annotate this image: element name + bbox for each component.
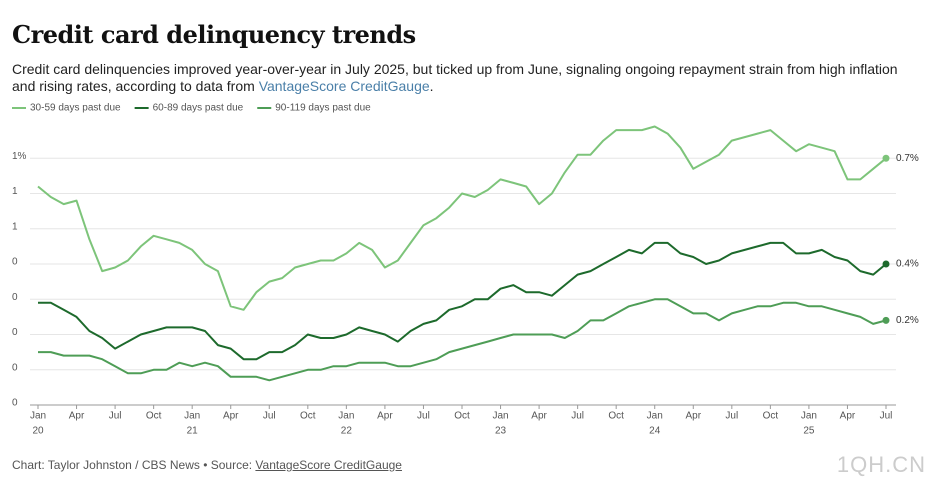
x-tick-label: 20 xyxy=(32,426,44,437)
x-tick-label: 22 xyxy=(341,426,353,437)
y-tick-label: 0 xyxy=(12,327,18,338)
footer-block: Chart: Taylor Johnston / CBS News • Sour… xyxy=(12,458,402,472)
x-tick-label: 23 xyxy=(495,426,507,437)
x-tick-label: Apr xyxy=(223,411,239,422)
value-label: 0.7% xyxy=(896,153,919,164)
x-tick-label: Oct xyxy=(146,411,162,422)
x-tick-label: Jan xyxy=(801,411,817,422)
y-tick-label: 0 xyxy=(12,362,18,373)
subtitle: Credit card delinquencies improved year-… xyxy=(12,61,898,94)
x-tick-label: Jul xyxy=(725,411,738,422)
x-tick-label: Jan xyxy=(184,411,200,422)
chart-title: Credit card delinquency trends xyxy=(12,20,416,49)
end-dot xyxy=(882,260,890,268)
watermark: 1QH.CN xyxy=(836,452,926,477)
series-line xyxy=(38,241,887,361)
x-tick-label: Oct xyxy=(763,411,779,422)
subtitle-link[interactable]: VantageScore CreditGauge xyxy=(258,78,430,94)
legend-label: 30-59 days past due xyxy=(30,103,121,114)
end-dot xyxy=(882,316,890,324)
x-tick-label: Jan xyxy=(492,411,508,422)
x-tick-label: Jul xyxy=(263,411,276,422)
x-tick-label: Jul xyxy=(417,411,430,422)
y-tick-label: 1 xyxy=(12,221,18,232)
x-tick-label: 24 xyxy=(649,426,661,437)
end-dot xyxy=(882,154,890,162)
subtitle-block: Credit card delinquencies improved year-… xyxy=(12,61,922,95)
x-tick-label: Jan xyxy=(30,411,46,422)
subtitle-end: . xyxy=(429,78,434,94)
legend-label: 90-119 days past due xyxy=(275,103,371,114)
series-line xyxy=(38,298,887,382)
legend-label: 60-89 days past due xyxy=(153,103,244,114)
x-tick-label: 21 xyxy=(187,426,199,437)
x-tick-label: Oct xyxy=(608,411,624,422)
x-tick-label: Jan xyxy=(647,411,663,422)
y-tick-label: 0 xyxy=(12,257,18,268)
x-tick-label: Apr xyxy=(685,411,701,422)
x-tick-label: Apr xyxy=(377,411,393,422)
y-tick-label: 1 xyxy=(12,186,18,197)
series-line xyxy=(37,125,887,311)
x-tick-label: Jul xyxy=(571,411,584,422)
x-tick-label: Jul xyxy=(880,411,893,422)
value-label: 0.4% xyxy=(896,259,919,270)
x-tick-label: 25 xyxy=(803,426,815,437)
y-tick-label: 0 xyxy=(12,398,18,409)
x-tick-label: Oct xyxy=(300,411,316,422)
footer: Chart: Taylor Johnston / CBS News • Sour… xyxy=(12,458,256,472)
y-tick-label: 1% xyxy=(12,151,27,162)
x-tick-label: Jan xyxy=(338,411,354,422)
footer-link[interactable]: VantageScore CreditGauge xyxy=(255,458,402,472)
value-label: 0.2% xyxy=(896,315,919,326)
x-tick-label: Apr xyxy=(840,411,856,422)
x-tick-label: Jul xyxy=(109,411,122,422)
chart: 30-59 days past due 60-89 days past due 90… xyxy=(12,103,919,437)
x-tick-label: Apr xyxy=(69,411,85,422)
x-tick-label: Apr xyxy=(531,411,547,422)
y-tick-label: 0 xyxy=(12,292,18,303)
x-tick-label: Oct xyxy=(454,411,470,422)
